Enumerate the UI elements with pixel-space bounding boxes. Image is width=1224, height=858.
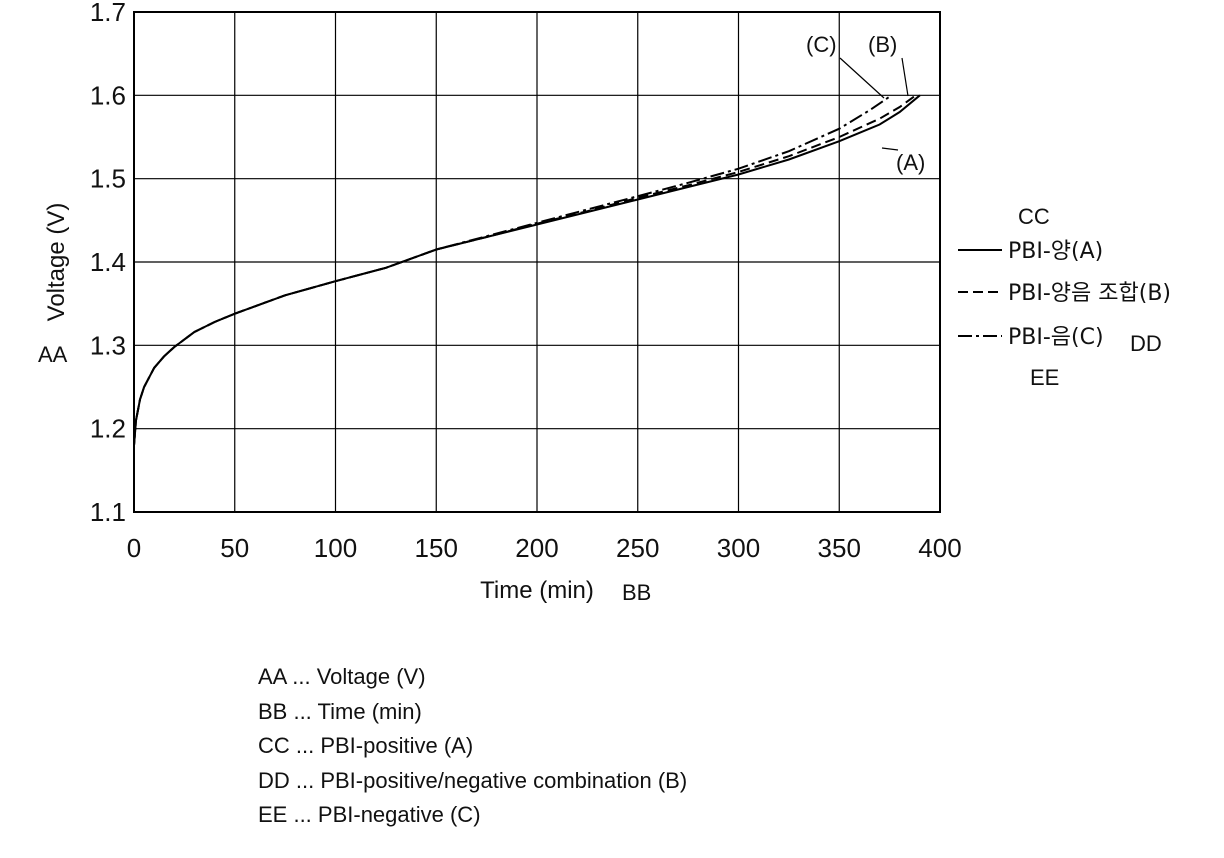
- plot-frame: [133, 11, 941, 513]
- note-aa: AA ... Voltage (V): [258, 664, 426, 689]
- series-line-1: [133, 94, 921, 446]
- y-tick-label: 1.2: [90, 414, 126, 444]
- y-tick-label: 1.3: [90, 330, 126, 360]
- legend: CC PBI-양(A) PBI-양음 조합(B) PBI-음(C) DD EE: [958, 204, 1171, 390]
- x-tick-label: 400: [918, 533, 961, 563]
- x-tick-label: 300: [717, 533, 760, 563]
- note-ee: EE ... PBI-negative (C): [258, 802, 481, 827]
- series-layer: [133, 94, 921, 446]
- y-tick-label: 1.6: [90, 80, 126, 110]
- annotation-leader-3: [839, 57, 885, 99]
- legend-bottom-code: EE: [1030, 365, 1059, 390]
- y-axis-code: AA: [38, 342, 68, 367]
- series-annotation-1: (A): [896, 150, 925, 175]
- legend-side-code: DD: [1130, 331, 1162, 356]
- x-tick-label: 350: [818, 533, 861, 563]
- grid-lines: [133, 11, 941, 513]
- note-cc: CC ... PBI-positive (A): [258, 733, 474, 758]
- annotation-leader-2: [901, 57, 909, 97]
- y-axis-label: Voltage (V): [43, 203, 70, 322]
- series-annotation-3: (C): [806, 32, 837, 57]
- x-tick-label: 50: [220, 533, 249, 563]
- legend-entries: PBI-양(A) PBI-양음 조합(B) PBI-음(C): [958, 239, 1171, 350]
- y-tick-label: 1.4: [90, 247, 126, 277]
- y-tick-label: 1.5: [90, 164, 126, 194]
- x-tick-labels: 0 50 100 150 200 250 300 350 400: [127, 533, 962, 563]
- note-dd: DD ... PBI-positive/negative combination…: [258, 767, 688, 793]
- y-tick-labels: 1.1 1.2 1.3 1.4 1.5 1.6 1.7: [90, 0, 126, 527]
- y-tick-label: 1.7: [90, 0, 126, 27]
- legend-label-2: PBI-양음 조합(B): [1008, 281, 1171, 306]
- x-tick-label: 0: [127, 533, 141, 563]
- series-annotations: (A) (B) (C): [806, 32, 925, 175]
- x-axis-code: BB: [622, 580, 651, 605]
- x-tick-label: 150: [415, 533, 458, 563]
- x-tick-label: 100: [314, 533, 357, 563]
- legend-label-1: PBI-양(A): [1008, 239, 1103, 264]
- note-bb: BB ... Time (min): [258, 698, 422, 724]
- legend-label-3: PBI-음(C): [1008, 325, 1104, 350]
- series-line-3: [133, 94, 893, 446]
- y-tick-label: 1.1: [90, 497, 126, 527]
- legend-title-code: CC: [1018, 204, 1050, 229]
- x-tick-label: 200: [515, 533, 558, 563]
- series-line-2: [133, 94, 917, 446]
- annotation-leader-1: [881, 147, 899, 151]
- translation-notes: AA ... Voltage (V) BB ... Time (min) CC …: [258, 660, 687, 833]
- x-tick-label: 250: [616, 533, 659, 563]
- series-annotation-2: (B): [868, 32, 897, 57]
- x-axis-label: Time (min): [480, 577, 594, 604]
